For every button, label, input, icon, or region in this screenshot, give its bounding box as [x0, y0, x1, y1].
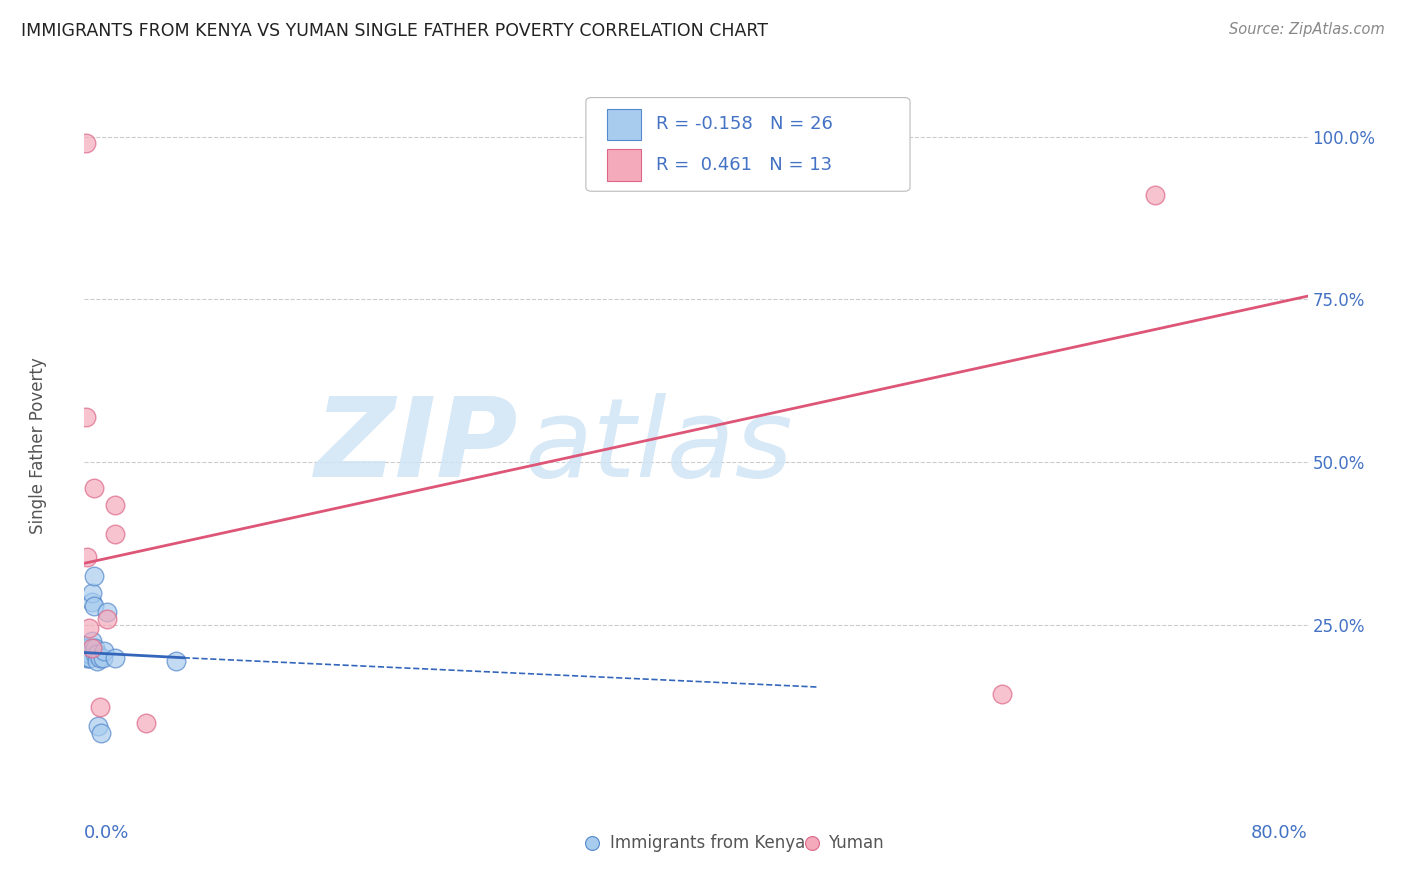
Text: 0.0%: 0.0% [84, 824, 129, 842]
Text: Yuman: Yuman [828, 834, 884, 852]
Point [96, 612, 118, 626]
Point [77, 640, 100, 655]
Point [79, 650, 101, 665]
Point [75, 136, 97, 150]
Point [983, 800, 1005, 814]
Point [86, 654, 108, 668]
Point [83, 569, 105, 583]
Point [75, 409, 97, 424]
Point [84, 640, 107, 655]
Point [104, 650, 127, 665]
Text: R = -0.158   N = 26: R = -0.158 N = 26 [655, 115, 832, 134]
Bar [606, 109, 641, 140]
Point [86, 648, 108, 662]
FancyBboxPatch shape [586, 97, 910, 191]
Point [76, 549, 98, 564]
Point [83, 599, 105, 613]
Point [75, 640, 97, 655]
Point [91, 650, 114, 665]
Point [83, 481, 105, 495]
Text: IMMIGRANTS FROM KENYA VS YUMAN SINGLE FATHER POVERTY CORRELATION CHART: IMMIGRANTS FROM KENYA VS YUMAN SINGLE FA… [21, 22, 768, 40]
Point [104, 527, 127, 541]
Text: 80.0%: 80.0% [1251, 824, 1308, 842]
Point [77, 648, 100, 662]
Point [1143, 188, 1166, 202]
Point [76, 650, 98, 665]
Point [93, 644, 115, 658]
Point [84, 648, 107, 662]
Text: ZIP: ZIP [315, 392, 519, 500]
Point [80, 585, 103, 599]
Point [135, 715, 157, 730]
Point [80, 640, 103, 655]
Point [104, 498, 127, 512]
Point [89, 699, 111, 714]
Point [165, 654, 187, 668]
Text: R =  0.461   N = 13: R = 0.461 N = 13 [655, 156, 832, 174]
Text: Source: ZipAtlas.com: Source: ZipAtlas.com [1229, 22, 1385, 37]
Point [77, 622, 100, 636]
Point [87, 719, 110, 733]
Point [76, 640, 98, 655]
Point [991, 687, 1014, 701]
Bar [606, 149, 641, 180]
Point [79, 648, 101, 662]
Point [80, 595, 103, 609]
Point [80, 634, 103, 648]
Point [96, 605, 118, 619]
Point [89, 650, 111, 665]
Point [77, 650, 100, 665]
Text: Single Father Poverty: Single Father Poverty [30, 358, 46, 534]
Text: atlas: atlas [524, 392, 793, 500]
Point [707, 800, 730, 814]
Point [90, 725, 112, 739]
Text: Immigrants from Kenya: Immigrants from Kenya [610, 834, 806, 852]
Point [75, 648, 97, 662]
